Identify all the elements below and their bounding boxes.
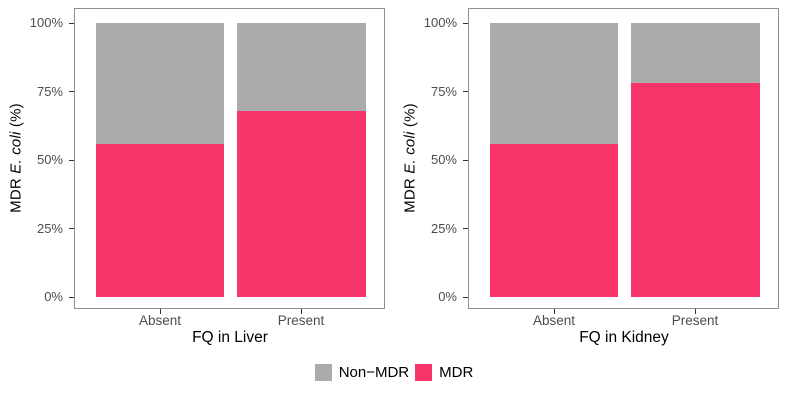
y-tick-mark — [463, 23, 468, 24]
y-axis-title-prefix: MDR — [401, 173, 419, 213]
legend-swatch-non-mdr — [314, 364, 332, 381]
x-tick-label-present: Present — [671, 313, 719, 328]
y-tick-mark — [69, 297, 74, 298]
x-tick-label-absent: Absent — [138, 313, 182, 328]
bar-segment-non-mdr — [237, 23, 366, 111]
x-axis-title: FQ in Liver — [192, 329, 268, 346]
y-tick-label: 50% — [430, 152, 457, 167]
bar-present — [631, 23, 760, 297]
y-axis-title-suffix: (%) — [7, 103, 25, 132]
y-tick-mark — [69, 91, 74, 92]
chart-panel-liver: MDR E. coli (%) 0% 25% 50% 75% 100% Abse… — [0, 0, 394, 358]
bar-segment-non-mdr — [490, 23, 618, 144]
x-tick-label-absent: Absent — [532, 313, 576, 328]
x-axis-title: FQ in Kidney — [579, 329, 669, 346]
bar-segment-mdr — [631, 83, 760, 297]
y-tick-label: 75% — [430, 84, 457, 99]
y-tick-mark — [463, 91, 468, 92]
bar-segment-non-mdr — [631, 23, 760, 84]
legend: Non−MDR MDR — [0, 364, 788, 381]
y-tick-label: 50% — [36, 152, 63, 167]
x-tick-label-present: Present — [277, 313, 325, 328]
chart-panel-kidney: MDR E. coli (%) 0% 25% 50% 75% 100% Abse… — [394, 0, 788, 358]
y-tick-label: 0% — [44, 289, 63, 304]
y-tick-label: 100% — [423, 15, 457, 30]
y-tick-label: 25% — [36, 221, 63, 236]
y-tick-mark — [463, 297, 468, 298]
bar-present — [237, 23, 366, 297]
plot-area — [468, 8, 779, 309]
plot-area — [74, 8, 385, 309]
y-tick-mark — [69, 160, 74, 161]
y-axis-title-suffix: (%) — [401, 103, 419, 132]
y-tick-label: 100% — [29, 15, 63, 30]
x-tick-mark — [160, 309, 161, 314]
x-tick-mark — [554, 309, 555, 314]
y-tick-mark — [463, 228, 468, 229]
y-tick-label: 25% — [430, 221, 457, 236]
y-tick-mark — [69, 23, 74, 24]
legend-label-non-mdr: Non−MDR — [338, 364, 410, 381]
bar-absent — [96, 23, 224, 297]
bar-segment-mdr — [237, 110, 366, 297]
bar-segment-non-mdr — [96, 23, 224, 144]
bar-absent — [490, 23, 618, 297]
legend-swatch-mdr — [415, 364, 433, 381]
x-tick-mark — [695, 309, 696, 314]
y-axis-title-prefix: MDR — [7, 173, 25, 213]
legend-label-mdr: MDR — [439, 364, 474, 381]
bar-segment-mdr — [490, 143, 618, 297]
y-tick-label: 75% — [36, 84, 63, 99]
y-tick-label: 0% — [438, 289, 457, 304]
x-tick-mark — [301, 309, 302, 314]
bar-segment-mdr — [96, 143, 224, 297]
y-tick-mark — [69, 228, 74, 229]
y-tick-mark — [463, 160, 468, 161]
